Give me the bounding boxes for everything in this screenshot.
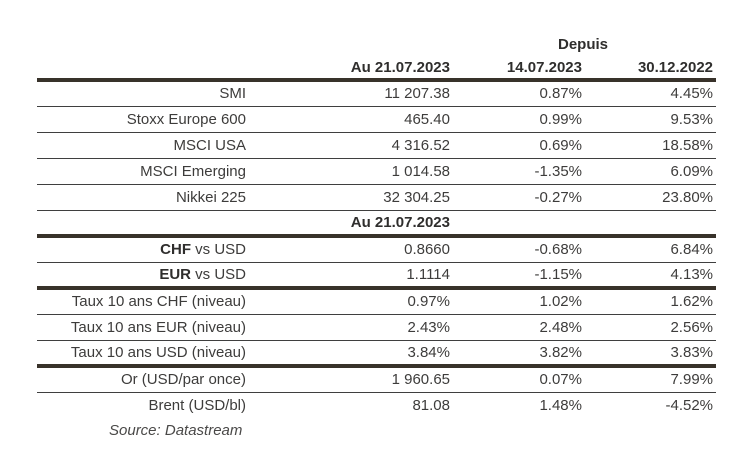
row-label: Or (USD/par once): [37, 366, 266, 393]
value-cell: 465.40: [266, 106, 450, 133]
row-label: Taux 10 ans EUR (niveau): [37, 314, 266, 341]
row-label: SMI: [37, 80, 266, 107]
change-week-cell: 2.48%: [450, 314, 582, 341]
change-week-cell: 3.82%: [450, 340, 582, 368]
source-note-row: Source: Datastream: [37, 418, 716, 442]
change-week-cell: 0.07%: [450, 366, 582, 393]
row-label: Taux 10 ans USD (niveau): [37, 340, 266, 368]
row-label: Stoxx Europe 600: [37, 106, 266, 133]
market-data-table: Depuis Au 21.07.2023 14.07.2023 30.12.20…: [37, 32, 717, 442]
change-year-cell: 3.83%: [582, 340, 717, 368]
empty-cell: [266, 32, 450, 56]
table-row-rate-eur: Taux 10 ans EUR (niveau) 2.43% 2.48% 2.5…: [37, 314, 717, 341]
change-week-cell: -0.68%: [450, 236, 582, 263]
row-label: MSCI USA: [37, 132, 266, 159]
table-row-gold: Or (USD/par once) 1 960.65 0.07% 7.99%: [37, 366, 717, 393]
depuis-header: Depuis: [558, 35, 609, 53]
table-row-brent: Brent (USD/bl) 81.08 1.48% -4.52%: [37, 392, 716, 418]
row-label: MSCI Emerging: [37, 158, 266, 185]
change-year-cell: 1.62%: [582, 288, 717, 315]
value-cell: 3.84%: [266, 340, 450, 368]
value-cell: 1.1114: [266, 262, 450, 290]
change-year-cell: 4.45%: [582, 80, 717, 107]
column-header-row: Au 21.07.2023 14.07.2023 30.12.2022: [37, 56, 717, 82]
currency-pair-suffix: vs USD: [190, 265, 246, 283]
value-cell: 4 316.52: [266, 132, 450, 159]
value-cell: 1 014.58: [266, 158, 450, 185]
value-cell: 0.97%: [266, 288, 450, 315]
table-row-msci-emerging: MSCI Emerging 1 014.58 -1.35% 6.09%: [37, 158, 717, 185]
empty-cell: [37, 56, 266, 82]
change-week-cell: 0.69%: [450, 132, 582, 159]
row-label: Nikkei 225: [37, 184, 266, 211]
change-year-cell: 2.56%: [582, 314, 717, 341]
empty-cell: [37, 210, 266, 238]
col-header-since-year: 30.12.2022: [582, 56, 717, 82]
change-week-cell: 0.99%: [450, 106, 582, 133]
value-cell: 0.8660: [266, 236, 450, 263]
empty-cell: [450, 210, 582, 238]
currency-code: EUR: [159, 265, 191, 283]
value-cell: 11 207.38: [266, 80, 450, 107]
table-row-chf-usd: CHF vs USD 0.8660 -0.68% 6.84%: [37, 236, 717, 263]
change-year-cell: 18.58%: [582, 132, 717, 159]
currency-code: CHF: [160, 241, 191, 259]
change-week-cell: 1.02%: [450, 288, 582, 315]
table-row-stoxx: Stoxx Europe 600 465.40 0.99% 9.53%: [37, 106, 717, 133]
change-week-cell: 0.87%: [450, 80, 582, 107]
table-row-eur-usd: EUR vs USD 1.1114 -1.15% 4.13%: [37, 262, 717, 290]
change-year-cell: 6.09%: [582, 158, 717, 185]
table-row-msci-usa: MSCI USA 4 316.52 0.69% 18.58%: [37, 132, 717, 159]
value-cell: 1 960.65: [266, 366, 450, 393]
change-week-cell: 1.48%: [539, 396, 582, 414]
change-year-cell: 6.84%: [582, 236, 717, 263]
row-label: EUR vs USD: [37, 262, 266, 290]
table-row-nikkei: Nikkei 225 32 304.25 -0.27% 23.80%: [37, 184, 717, 211]
depuis-header-row: Depuis: [37, 32, 716, 56]
table-row-rate-usd: Taux 10 ans USD (niveau) 3.84% 3.82% 3.8…: [37, 340, 717, 368]
value-cell: 2.43%: [266, 314, 450, 341]
section-subheader-row: Au 21.07.2023: [37, 210, 717, 238]
section-subheader-date: Au 21.07.2023: [266, 210, 450, 238]
change-year-cell: -4.52%: [665, 396, 714, 414]
change-year-cell: 23.80%: [582, 184, 717, 211]
value-cell: 32 304.25: [266, 184, 450, 211]
currency-pair-suffix: vs USD: [190, 241, 246, 259]
empty-cell: [582, 210, 717, 238]
empty-cell: [37, 32, 266, 56]
change-week-cell: -1.15%: [450, 262, 582, 290]
table-row-rate-chf: Taux 10 ans CHF (niveau) 0.97% 1.02% 1.6…: [37, 288, 717, 315]
change-year-cell: 4.13%: [582, 262, 717, 290]
table-row-smi: SMI 11 207.38 0.87% 4.45%: [37, 80, 717, 107]
col-header-since-week: 14.07.2023: [450, 56, 582, 82]
row-label: CHF vs USD: [37, 236, 266, 263]
col-header-current: Au 21.07.2023: [266, 56, 450, 82]
value-cell: 81.08: [412, 396, 450, 414]
change-year-cell: 9.53%: [582, 106, 717, 133]
change-week-cell: -1.35%: [450, 158, 582, 185]
change-year-cell: 7.99%: [582, 366, 717, 393]
row-label: Brent (USD/bl): [148, 396, 246, 414]
source-note: Source: Datastream: [109, 421, 243, 439]
change-week-cell: -0.27%: [450, 184, 582, 211]
row-label: Taux 10 ans CHF (niveau): [37, 288, 266, 315]
